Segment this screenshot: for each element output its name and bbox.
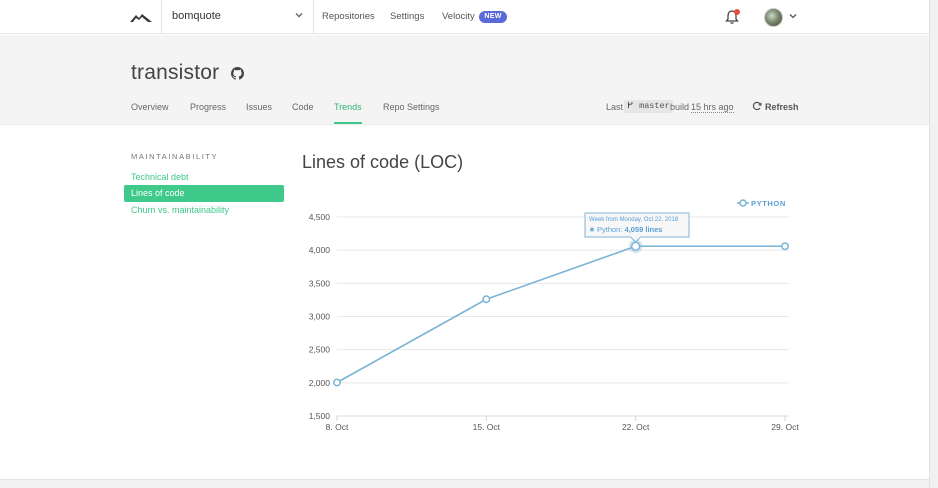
y-tick-label: 1,500: [309, 411, 331, 421]
legend-label: PYTHON: [751, 199, 786, 208]
org-name: bomquote: [172, 10, 221, 22]
tab-trends[interactable]: Trends: [334, 102, 362, 112]
tab-issues[interactable]: Issues: [246, 102, 273, 112]
tab-code[interactable]: Code: [292, 102, 314, 112]
y-tick-label: 4,000: [309, 245, 331, 255]
branch-icon: [628, 102, 633, 108]
chevron-down-icon[interactable]: [789, 12, 797, 20]
y-tick-label: 2,000: [309, 378, 331, 388]
y-tick-label: 4,500: [309, 212, 331, 222]
tab-repo-settings[interactable]: Repo Settings: [383, 102, 440, 112]
x-tick-label: 22. Oct: [622, 422, 650, 432]
chevron-down-icon: [295, 13, 303, 18]
github-icon[interactable]: [231, 67, 244, 80]
nav-velocity[interactable]: Velocity: [442, 11, 475, 22]
legend-marker: [739, 199, 747, 207]
new-badge: NEW: [479, 11, 507, 23]
repo-header: transistor Overview Progress Issues Code…: [0, 35, 929, 125]
build-age-link[interactable]: 15 hrs ago: [691, 102, 734, 113]
codeclimate-logo-icon[interactable]: [130, 10, 152, 24]
sidebar-item-churn[interactable]: Churn vs. maintainability: [131, 205, 230, 215]
x-tick-label: 8. Oct: [326, 422, 349, 432]
refresh-button[interactable]: Refresh: [765, 102, 799, 112]
refresh-icon[interactable]: [752, 101, 762, 111]
data-point: [482, 295, 491, 304]
last-label: Last: [606, 102, 624, 112]
y-tick-label: 3,000: [309, 312, 331, 322]
sidebar-heading: MAINTAINABILITY: [131, 152, 219, 161]
active-tab-indicator: [334, 122, 362, 124]
sidebar-item-lines-of-code[interactable]: Lines of code: [124, 185, 284, 202]
tooltip-dot: [590, 227, 594, 232]
y-tick-label: 2,500: [309, 345, 331, 355]
page-title: Lines of code (LOC): [302, 152, 464, 172]
series-line: [336, 245, 785, 384]
repo-title: transistor: [131, 61, 220, 84]
tooltip-box: [584, 212, 690, 243]
data-point: [630, 241, 641, 252]
horizontal-scrollbar[interactable]: [0, 479, 929, 488]
x-tick-label: 15. Oct: [473, 422, 501, 432]
y-tick-label: 3,500: [309, 278, 331, 288]
build-label: build: [670, 102, 690, 112]
data-point: [781, 242, 789, 251]
data-point: [333, 378, 341, 387]
sidebar-item-technical-debt[interactable]: Technical debt: [131, 172, 189, 182]
top-bar: bomquote Repositories Settings Velocity …: [0, 0, 929, 34]
avatar[interactable]: [764, 8, 783, 27]
tooltip-title: Week from Monday, Oct 22, 2018: [589, 217, 679, 223]
org-selector[interactable]: bomquote: [161, 0, 314, 34]
tab-progress[interactable]: Progress: [190, 102, 227, 112]
branch-badge: master: [624, 100, 673, 113]
legend: PYTHON: [737, 199, 786, 208]
notification-dot: [734, 9, 740, 15]
nav-settings[interactable]: Settings: [390, 11, 425, 22]
tab-overview[interactable]: Overview: [131, 102, 169, 112]
vertical-scrollbar[interactable]: [929, 0, 938, 488]
x-tick-label: 29. Oct: [771, 422, 799, 432]
nav-repositories[interactable]: Repositories: [322, 11, 375, 22]
loc-line-chart: 1,500 2,000 2,500 3,000 3,500 4,000 4,500 8. Oc…: [309, 199, 800, 432]
branch-name: master: [639, 101, 670, 111]
tooltip-value: Python: 4,059 lines: [597, 225, 662, 234]
